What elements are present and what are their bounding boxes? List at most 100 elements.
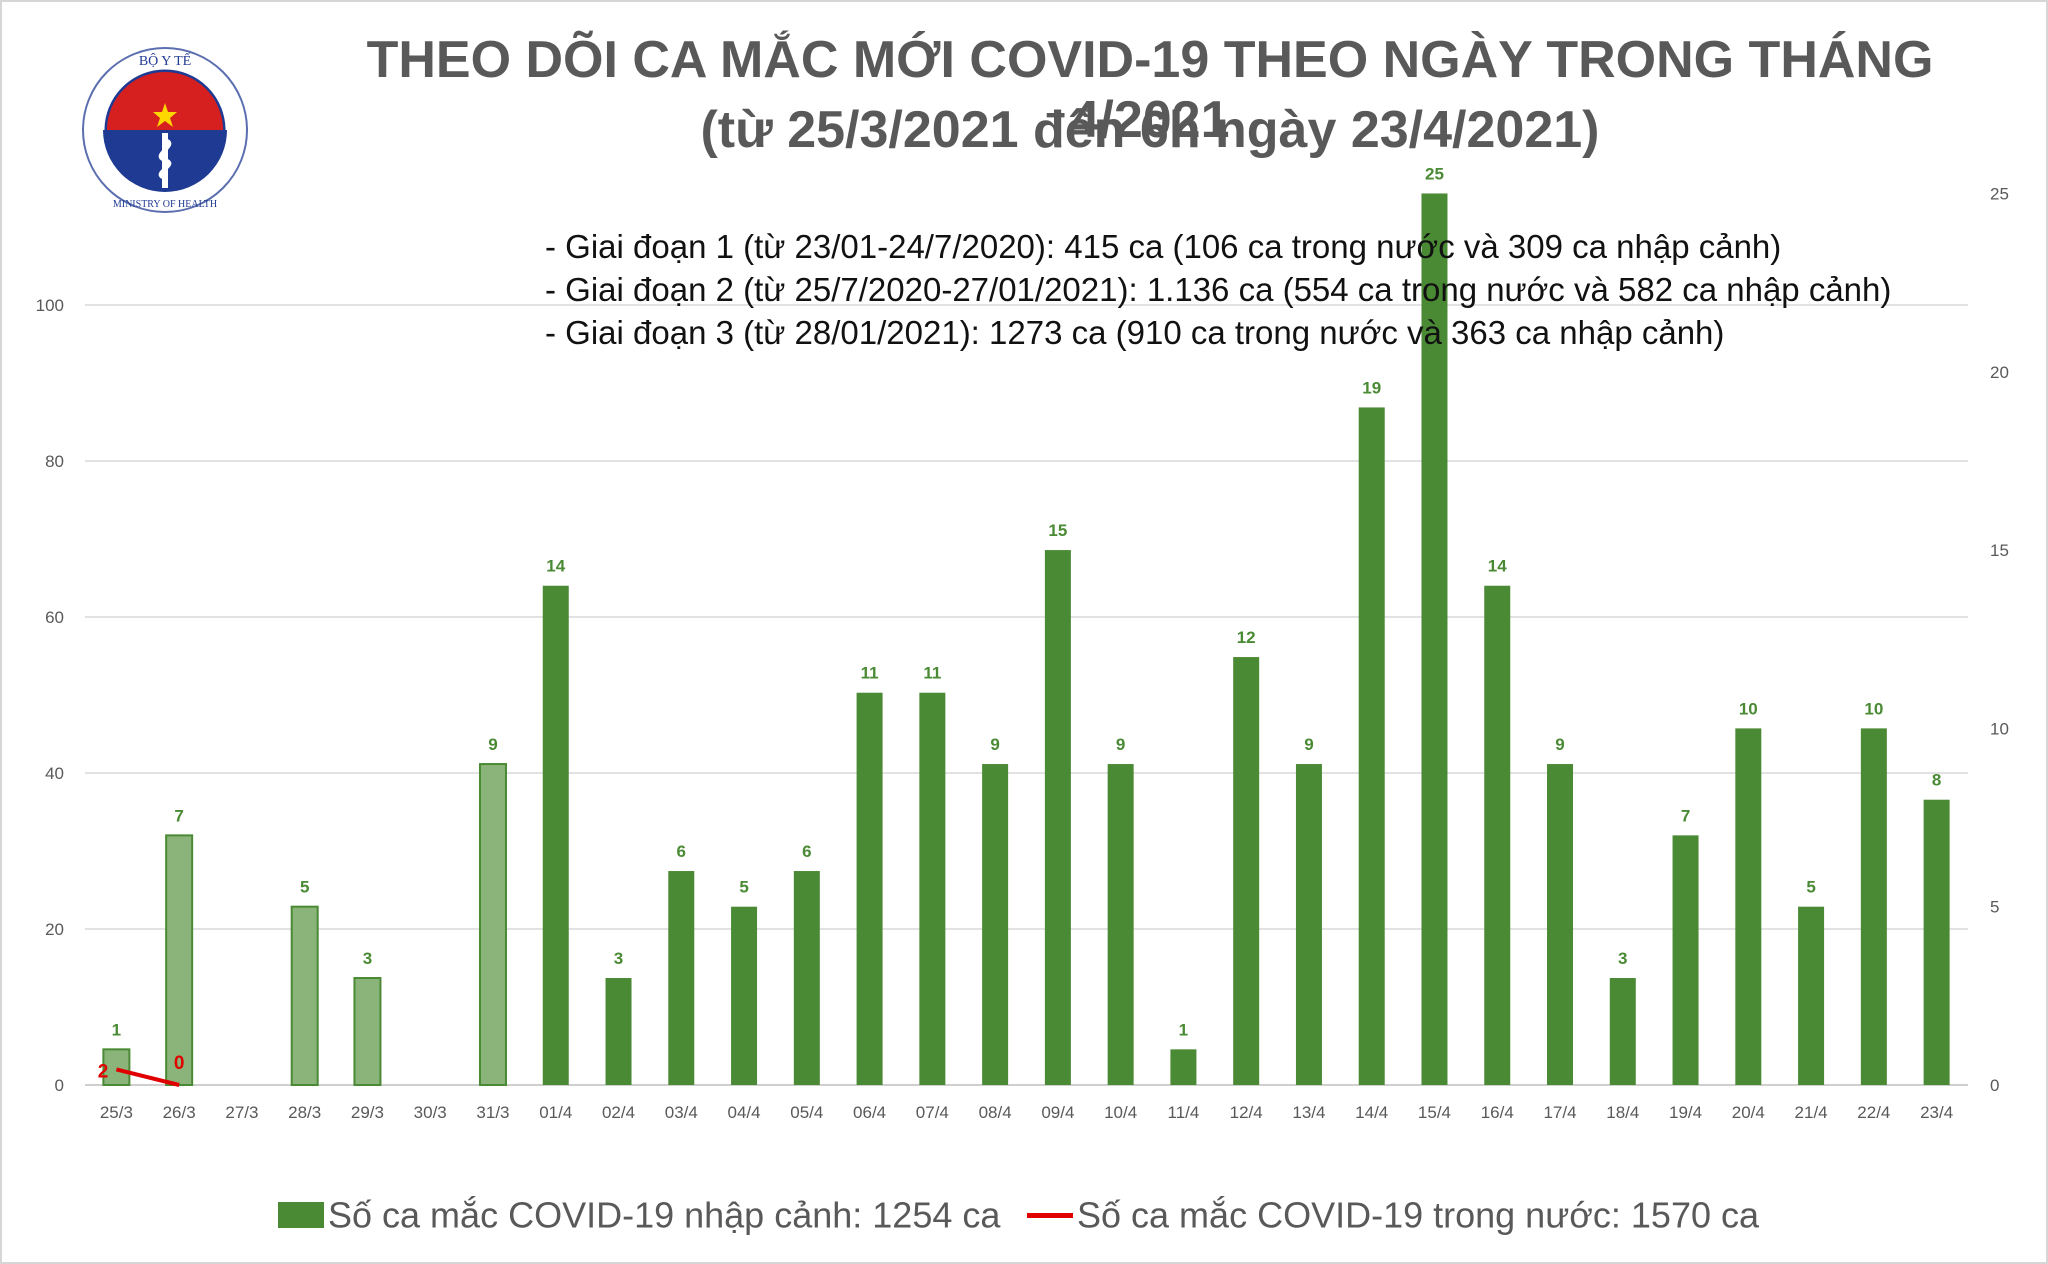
bar xyxy=(668,871,695,1085)
line-data-label: 2 xyxy=(98,1061,109,1082)
legend-line-swatch xyxy=(1027,1212,1073,1218)
x-tick-label: 04/4 xyxy=(728,1103,761,1122)
x-tick-label: 21/4 xyxy=(1795,1103,1828,1122)
x-tick-label: 20/4 xyxy=(1732,1103,1765,1122)
y-left-tick-label: 20 xyxy=(45,920,64,939)
bar-data-label: 19 xyxy=(1362,378,1381,397)
bar xyxy=(1044,550,1071,1085)
y-right-tick-label: 0 xyxy=(1990,1076,1999,1095)
y-right-tick-label: 20 xyxy=(1990,363,2009,382)
bar-data-label: 12 xyxy=(1237,628,1256,647)
bar xyxy=(1295,764,1322,1085)
bar xyxy=(1798,906,1825,1085)
bar xyxy=(353,977,382,1086)
bar xyxy=(856,692,883,1085)
bar xyxy=(102,1048,131,1086)
y-right-tick-label: 25 xyxy=(1990,184,2009,203)
bar xyxy=(1421,193,1448,1085)
bar-data-label: 10 xyxy=(1864,699,1883,718)
bar-data-label: 11 xyxy=(861,664,879,683)
x-tick-label: 10/4 xyxy=(1104,1103,1137,1122)
bar xyxy=(731,906,758,1085)
y-left-tick-label: 0 xyxy=(55,1076,64,1095)
grid-layer xyxy=(85,304,1968,1086)
x-tick-label: 03/4 xyxy=(665,1103,698,1122)
legend-import-label: Số ca mắc COVID-19 nhập cảnh: 1254 ca xyxy=(328,1194,1001,1236)
x-tick-label: 05/4 xyxy=(790,1103,823,1122)
bar-data-label: 9 xyxy=(488,735,497,754)
bar-data-label: 1 xyxy=(1179,1020,1188,1039)
bar-data-label: 3 xyxy=(614,949,623,968)
bar-data-label: 9 xyxy=(1116,735,1125,754)
bar xyxy=(1233,657,1260,1085)
x-tick-label: 27/3 xyxy=(225,1103,258,1122)
bar xyxy=(1609,978,1636,1085)
bar-data-label: 3 xyxy=(1618,949,1627,968)
x-tick-label: 01/4 xyxy=(539,1103,572,1122)
bar xyxy=(1735,728,1762,1085)
bar-data-label: 14 xyxy=(546,557,565,576)
bar xyxy=(1547,764,1574,1085)
x-tick-label: 12/4 xyxy=(1230,1103,1263,1122)
bar xyxy=(1672,835,1699,1085)
x-tick-label: 22/4 xyxy=(1857,1103,1890,1122)
bar-data-label: 11 xyxy=(923,664,941,683)
domestic-series-line xyxy=(115,1067,180,1087)
bar xyxy=(919,692,946,1085)
ministry-of-health-logo: BỘ Y TẾ MINISTRY OF HEALTH xyxy=(82,47,248,213)
bar-data-label: 9 xyxy=(990,735,999,754)
x-tick-label: 17/4 xyxy=(1543,1103,1576,1122)
x-tick-label: 30/3 xyxy=(414,1103,447,1122)
bar-data-label: 3 xyxy=(363,949,372,968)
x-tick-label: 13/4 xyxy=(1292,1103,1325,1122)
stage-3-summary: - Giai đoạn 3 (từ 28/01/2021): 1273 ca (… xyxy=(545,314,1725,351)
bar-data-label: 5 xyxy=(1806,878,1815,897)
x-tick-label: 09/4 xyxy=(1041,1103,1074,1122)
logo-bottom-text: MINISTRY OF HEALTH xyxy=(113,199,217,210)
bar-data-label: 7 xyxy=(1681,806,1690,825)
x-tick-label: 26/3 xyxy=(163,1103,196,1122)
x-tick-label: 28/3 xyxy=(288,1103,321,1122)
bar-data-label: 14 xyxy=(1488,557,1507,576)
bar xyxy=(1358,407,1385,1086)
x-tick-label: 23/4 xyxy=(1920,1103,1953,1122)
bar xyxy=(1923,799,1950,1085)
y-left-tick-label: 80 xyxy=(45,452,64,471)
x-tick-label: 29/3 xyxy=(351,1103,384,1122)
line-data-label: 0 xyxy=(174,1053,185,1074)
chart-title: THEO DÕI CA MẮC MỚI COVID-19 THEO NGÀY T… xyxy=(366,31,1934,149)
bar xyxy=(793,871,820,1085)
stage-1-summary: - Giai đoạn 1 (từ 23/01-24/7/2020): 415 … xyxy=(545,228,1782,265)
x-tick-label: 08/4 xyxy=(979,1103,1012,1122)
bar-data-label: 10 xyxy=(1739,699,1758,718)
bar xyxy=(1860,728,1887,1085)
y-left-tick-label: 100 xyxy=(36,296,64,315)
bar-data-label: 6 xyxy=(802,842,811,861)
y-left-tick-label: 60 xyxy=(45,608,64,627)
y-right-tick-label: 5 xyxy=(1990,898,1999,917)
legend-bar-swatch xyxy=(278,1202,324,1229)
bar xyxy=(165,834,194,1086)
x-tick-label: 15/4 xyxy=(1418,1103,1451,1122)
bar xyxy=(1170,1049,1197,1085)
legend-import: Số ca mắc COVID-19 nhập cảnh: 1254 ca xyxy=(278,1192,1000,1236)
bar xyxy=(982,764,1009,1085)
x-tick-label: 18/4 xyxy=(1606,1103,1639,1122)
bar-data-label: 8 xyxy=(1932,771,1941,790)
bar xyxy=(478,763,507,1086)
x-tick-label: 16/4 xyxy=(1481,1103,1514,1122)
bar xyxy=(290,905,319,1087)
bar-data-label: 5 xyxy=(739,878,748,897)
legend-domestic-label: Số ca mắc COVID-19 trong nước: 1570 ca xyxy=(1077,1194,1760,1236)
bar xyxy=(542,585,569,1085)
legend-domestic: Số ca mắc COVID-19 trong nước: 1570 ca xyxy=(1027,1192,1759,1236)
y-left-tick-label: 40 xyxy=(45,764,64,783)
bar-data-label: 1 xyxy=(112,1020,121,1039)
bar-data-label: 15 xyxy=(1048,521,1067,540)
bar-data-label: 9 xyxy=(1555,735,1564,754)
chart-subtitle: (từ 25/3/2021 đến 6h ngày 23/4/2021) xyxy=(700,101,1600,159)
x-tick-label: 06/4 xyxy=(853,1103,886,1122)
